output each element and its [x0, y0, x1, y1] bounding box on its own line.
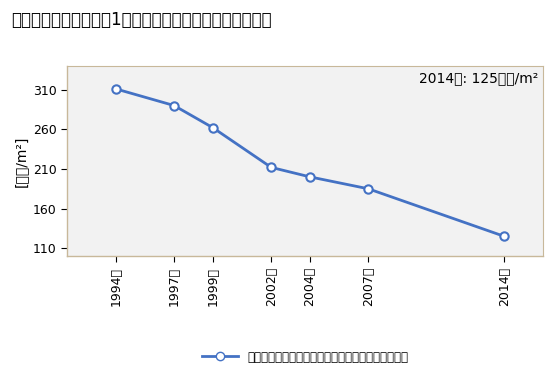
Y-axis label: [万円/m²]: [万円/m²] — [13, 135, 27, 187]
Text: 機械器具小売業の店舗1平米当たり年間商品販売額の推移: 機械器具小売業の店舗1平米当たり年間商品販売額の推移 — [11, 11, 272, 29]
Text: 2014年: 125万円/m²: 2014年: 125万円/m² — [419, 72, 538, 86]
Legend: 機械器具小売業の店舗１平米当たり年間商品販売額: 機械器具小売業の店舗１平米当たり年間商品販売額 — [198, 346, 413, 366]
